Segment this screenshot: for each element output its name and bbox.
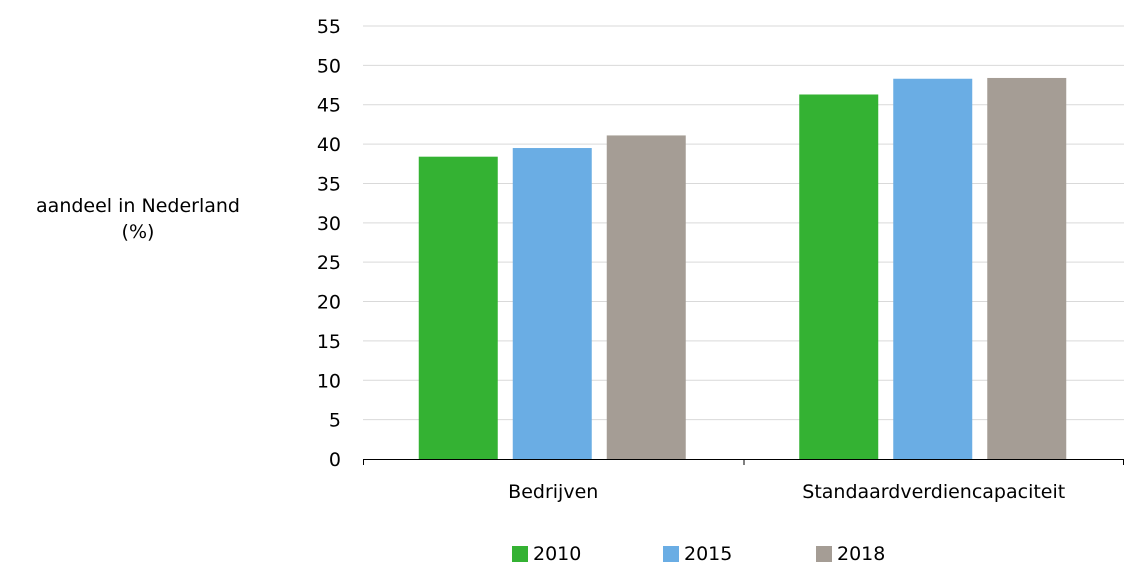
legend-label: 2015 [684, 543, 733, 565]
y-tick-label: 5 [329, 410, 341, 432]
category-labels: Bedrijven Standaardverdiencapaciteit [508, 481, 1065, 503]
legend: 2010 2015 2018 [0, 543, 1124, 571]
bar-2015-1 [893, 78, 973, 459]
y-tick-label: 30 [317, 213, 341, 235]
legend-swatch [663, 546, 679, 562]
y-tick-label: 35 [317, 173, 341, 195]
bar-2010-0 [418, 156, 498, 460]
y-tick-label: 0 [329, 449, 341, 471]
x-axis [363, 459, 1124, 465]
y-axis-tick-labels: 0 5 10 15 20 25 30 35 40 45 50 55 [317, 16, 341, 471]
bar-2010-1 [799, 94, 879, 459]
bar-2015-0 [512, 148, 592, 459]
legend-label: 2010 [533, 543, 582, 565]
bar-chart: 0 5 10 15 20 25 30 35 40 45 50 55 Bedrijven Standaar… [317, 16, 1124, 503]
y-axis-title-line-2: (%) [121, 221, 155, 243]
y-tick-label: 40 [317, 134, 341, 156]
y-tick-label: 45 [317, 95, 341, 117]
legend-item-2015: 2015 [663, 543, 732, 565]
category-label: Bedrijven [508, 481, 598, 503]
bars [418, 77, 1067, 460]
legend-swatch [816, 546, 832, 562]
y-axis-title-line-1: aandeel in Nederland [36, 195, 240, 217]
y-tick-label: 25 [317, 252, 341, 274]
legend-swatch [512, 546, 528, 562]
y-tick-label: 50 [317, 55, 341, 77]
y-axis-title: aandeel in Nederland (%) [0, 193, 276, 245]
legend-label: 2018 [837, 543, 886, 565]
y-tick-label: 15 [317, 331, 341, 353]
bar-2018-0 [606, 135, 686, 459]
bar-2018-1 [987, 77, 1067, 460]
category-label: Standaardverdiencapaciteit [802, 481, 1065, 503]
y-tick-label: 20 [317, 292, 341, 314]
legend-item-2010: 2010 [512, 543, 581, 565]
y-tick-label: 10 [317, 370, 341, 392]
legend-item-2018: 2018 [816, 543, 885, 565]
y-tick-label: 55 [317, 16, 341, 38]
